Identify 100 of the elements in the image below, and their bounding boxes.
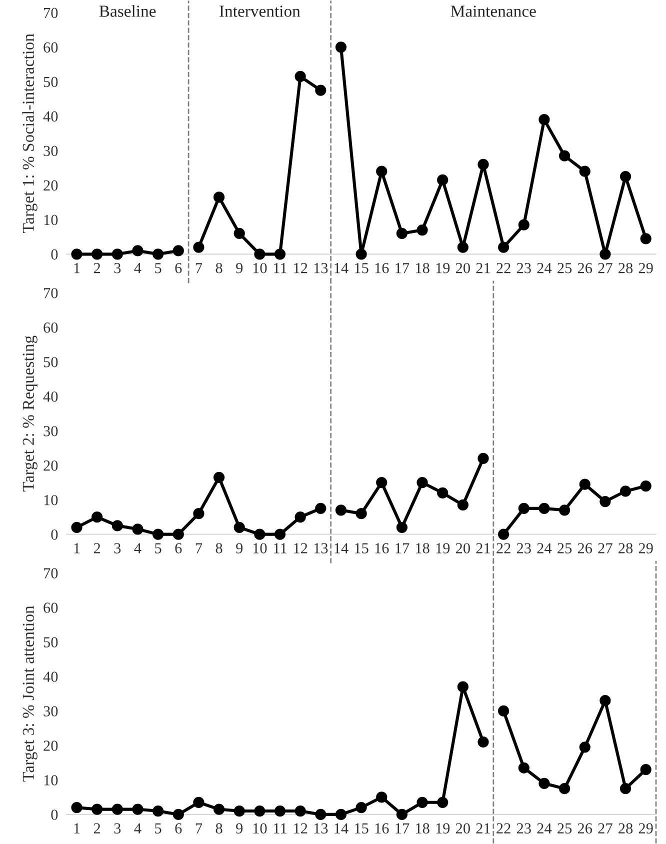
x-tick-label: 18 xyxy=(416,543,430,554)
x-tick-label: 13 xyxy=(314,262,328,274)
point xyxy=(356,802,367,814)
x-tick-label: 18 xyxy=(416,823,430,834)
y-tick-label: 40 xyxy=(43,111,58,122)
point xyxy=(478,158,489,170)
x-tick-label: 20 xyxy=(456,543,470,554)
x-tick-label: 3 xyxy=(114,823,121,834)
x-tick-label: 12 xyxy=(294,823,308,834)
x-tick-label: 21 xyxy=(476,543,490,554)
point xyxy=(193,796,204,808)
x-tick-label: 14 xyxy=(334,543,348,554)
point xyxy=(498,705,510,717)
y-tick-label: 70 xyxy=(44,288,58,298)
x-tick-label: 23 xyxy=(516,823,531,834)
x-tick-label: 8 xyxy=(216,543,222,554)
x-tick-label: 26 xyxy=(578,823,592,834)
x-tick-label: 8 xyxy=(216,262,222,274)
y-tick-label: 10 xyxy=(44,494,58,506)
point xyxy=(274,248,286,260)
x-tick-label: 24 xyxy=(537,262,552,274)
x-tick-label: 12 xyxy=(294,262,308,274)
point xyxy=(356,248,367,260)
x-tick-label: 26 xyxy=(578,543,592,554)
x-tick-label: 11 xyxy=(274,543,286,554)
x-tick-label: 28 xyxy=(618,262,633,274)
y-tick-label: 50 xyxy=(44,637,58,648)
point xyxy=(579,166,590,177)
point xyxy=(294,805,306,817)
point xyxy=(457,242,468,253)
point xyxy=(376,166,388,177)
x-tick-label: 1 xyxy=(74,543,80,554)
x-tick-label: 11 xyxy=(274,263,286,274)
point xyxy=(518,762,530,774)
x-tick-label: 6 xyxy=(175,823,182,834)
point xyxy=(172,808,184,820)
x-tick-label: 20 xyxy=(456,823,470,834)
x-tick-label: 23 xyxy=(516,262,531,274)
x-tick-label: 1 xyxy=(74,823,80,834)
x-tick-label: 6 xyxy=(175,543,182,554)
y-tick-label: 20 xyxy=(44,180,58,191)
point xyxy=(620,783,632,794)
point xyxy=(640,480,652,492)
x-tick-label: 21 xyxy=(476,823,490,834)
x-tick-label: 27 xyxy=(598,543,612,554)
x-tick-label: 29 xyxy=(638,543,653,554)
x-tick-label: 4 xyxy=(134,823,142,834)
x-tick-label: 16 xyxy=(375,543,389,554)
point xyxy=(478,736,489,748)
point xyxy=(213,804,225,815)
point xyxy=(600,695,611,706)
x-tick-label: 17 xyxy=(396,823,410,834)
x-tick-label: 25 xyxy=(558,543,572,554)
x-tick-label: 9 xyxy=(236,262,243,274)
x-tick-label: 25 xyxy=(558,262,572,274)
point xyxy=(538,114,550,126)
y-tick-label: 60 xyxy=(44,42,58,53)
point xyxy=(234,805,245,817)
point xyxy=(416,477,428,488)
y-tick-label: 30 xyxy=(44,706,58,716)
x-tick-label: 24 xyxy=(537,543,552,554)
y-tick-label: 40 xyxy=(43,391,58,402)
point xyxy=(294,70,306,82)
point xyxy=(457,681,468,692)
point xyxy=(112,804,123,815)
point xyxy=(112,520,123,532)
y-tick-label: 20 xyxy=(44,740,58,751)
point xyxy=(600,248,611,260)
point xyxy=(376,477,388,488)
point xyxy=(152,805,164,817)
point xyxy=(152,248,164,260)
point xyxy=(498,242,510,253)
x-tick-label: 2 xyxy=(94,262,100,274)
point xyxy=(112,248,123,260)
x-tick-label: 13 xyxy=(314,543,328,554)
y-tick-label: 0 xyxy=(51,249,58,260)
point xyxy=(172,245,184,256)
point xyxy=(92,512,103,523)
y-tick-label: 10 xyxy=(44,775,58,786)
x-tick-label: 4 xyxy=(134,543,142,554)
point xyxy=(437,487,448,498)
point xyxy=(315,502,326,514)
point xyxy=(213,472,225,483)
x-tick-label: 12 xyxy=(294,543,308,554)
x-tick-label: 24 xyxy=(537,823,552,834)
x-tick-label: 22 xyxy=(496,262,510,274)
x-tick-label: 18 xyxy=(416,262,430,274)
point xyxy=(437,174,448,186)
point xyxy=(152,528,164,540)
x-tick-label: 10 xyxy=(253,543,267,554)
point xyxy=(558,504,570,516)
x-tick-label: 3 xyxy=(114,262,121,274)
point xyxy=(335,42,347,53)
point xyxy=(213,192,225,203)
point xyxy=(538,502,550,514)
y-tick-label: 60 xyxy=(44,322,58,333)
x-tick-label: 9 xyxy=(236,823,243,834)
x-tick-label: 14 xyxy=(334,823,348,834)
y-tick-label: 60 xyxy=(44,602,58,613)
point xyxy=(416,224,428,236)
